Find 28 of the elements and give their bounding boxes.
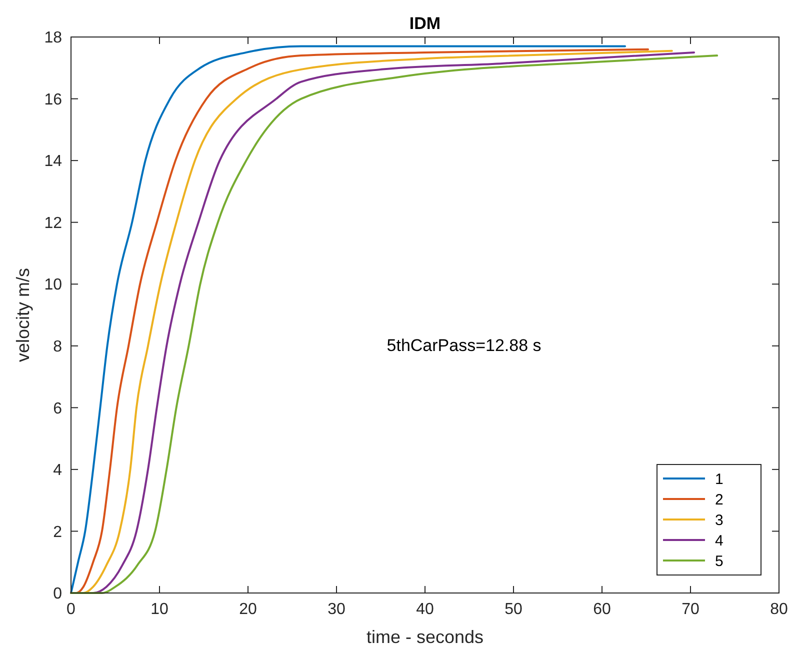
x-axis-title: time - seconds [366, 627, 484, 647]
legend-label: 4 [715, 532, 724, 550]
legend-label: 5 [715, 552, 724, 570]
x-tick-label: 60 [593, 601, 611, 618]
y-tick-label: 16 [44, 91, 62, 108]
chart-title: IDM [409, 14, 441, 33]
x-tick-label: 30 [328, 601, 346, 618]
x-tick-label: 70 [682, 601, 700, 618]
legend-label: 2 [715, 491, 724, 508]
legend-label: 3 [715, 512, 724, 529]
x-tick-label: 0 [66, 601, 76, 618]
x-tick-label: 40 [416, 601, 434, 618]
y-tick-label: 0 [53, 586, 62, 603]
y-tick-label: 8 [53, 338, 62, 356]
y-tick-label: 12 [44, 214, 62, 232]
x-tick-label: 10 [150, 601, 168, 618]
y-tick-label: 14 [44, 153, 62, 170]
y-tick-label: 10 [44, 276, 62, 294]
x-tick-label: 50 [504, 601, 522, 618]
x-tick-label: 80 [770, 601, 788, 618]
y-tick-label: 2 [53, 524, 62, 541]
y-tick-label: 4 [53, 462, 62, 480]
annotation: 5thCarPass=12.88 s [386, 336, 542, 356]
x-tick-label: 20 [239, 601, 257, 618]
y-tick-label: 18 [44, 30, 62, 47]
y-axis-title: velocity m/s [13, 268, 33, 362]
legend-label: 1 [715, 470, 724, 488]
y-tick-label: 6 [53, 400, 62, 418]
